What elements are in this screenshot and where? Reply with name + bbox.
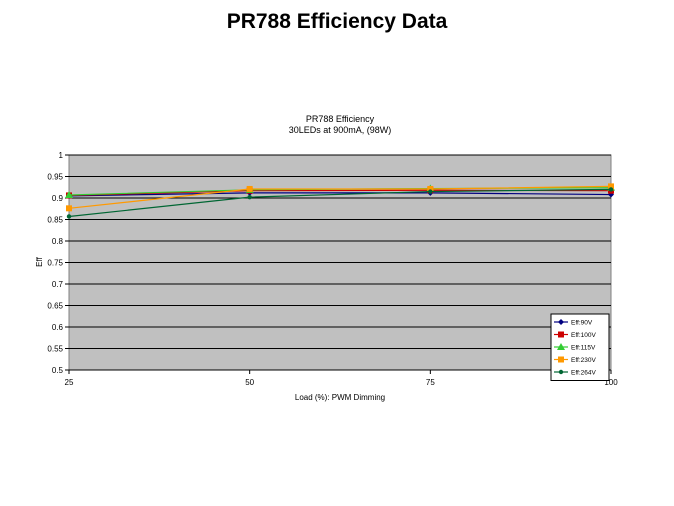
- legend: Eff:90V Eff:100V Eff:115V Eff:230V Eff:264V: [550, 313, 610, 381]
- legend-swatch-marker: [558, 319, 564, 325]
- x-tick-label: 25: [65, 378, 74, 387]
- x-axis-label: Load (%): PWM Dimming: [295, 393, 385, 402]
- legend-label: Eff:90V: [571, 320, 593, 327]
- y-tick-label: 0.55: [47, 345, 63, 354]
- y-tick-label: 0.7: [52, 280, 64, 289]
- y-tick-label: 0.6: [52, 323, 64, 332]
- chart-title: PR788 Efficiency: [306, 114, 375, 124]
- series-line: [68, 192, 612, 197]
- y-tick-label: 0.9: [52, 194, 64, 203]
- y-tick-label: 0.75: [47, 259, 63, 268]
- y-tick-label: 0.8: [52, 237, 64, 246]
- data-point: [428, 189, 433, 194]
- legend-swatch-marker: [557, 343, 565, 350]
- chart-subtitle: 30LEDs at 900mA, (98W): [289, 125, 392, 135]
- y-tick-label: 0.5: [52, 366, 64, 375]
- data-point: [608, 183, 614, 190]
- y-tick-label: 0.85: [47, 216, 63, 225]
- series-line: [68, 185, 612, 209]
- x-tick-label: 75: [426, 378, 435, 387]
- data-point: [608, 187, 614, 192]
- y-tick-label: 1: [59, 151, 64, 160]
- series-line: [68, 188, 612, 218]
- y-tick-label: 0.65: [47, 302, 63, 311]
- data-point: [66, 205, 72, 212]
- x-tick-label: 100: [604, 378, 618, 387]
- data-point: [246, 185, 253, 192]
- data-point: [66, 214, 72, 219]
- slide-title: PR788 Efficiency Data: [226, 10, 448, 33]
- legend-label: Eff:264V: [571, 370, 596, 377]
- legend-swatch-marker: [558, 331, 564, 338]
- legend-swatch-marker: [558, 369, 564, 375]
- legend-swatch-marker: [558, 356, 564, 363]
- y-axis-label: Eff: [35, 256, 44, 266]
- data-point: [427, 185, 434, 192]
- legend-label: Eff:230V: [571, 357, 596, 364]
- legend-label: Eff:100V: [571, 332, 596, 339]
- data-point: [65, 190, 73, 198]
- data-point: [247, 194, 252, 200]
- legend-label: Eff:115V: [571, 345, 596, 352]
- plot-area: 0.5 0.55 0.6 0.65 0.7 0.75 0.8 0.85 0.9 0.95 1 25 50…: [47, 151, 618, 387]
- x-tick-label: 50: [245, 378, 254, 387]
- y-tick-label: 0.95: [47, 173, 63, 182]
